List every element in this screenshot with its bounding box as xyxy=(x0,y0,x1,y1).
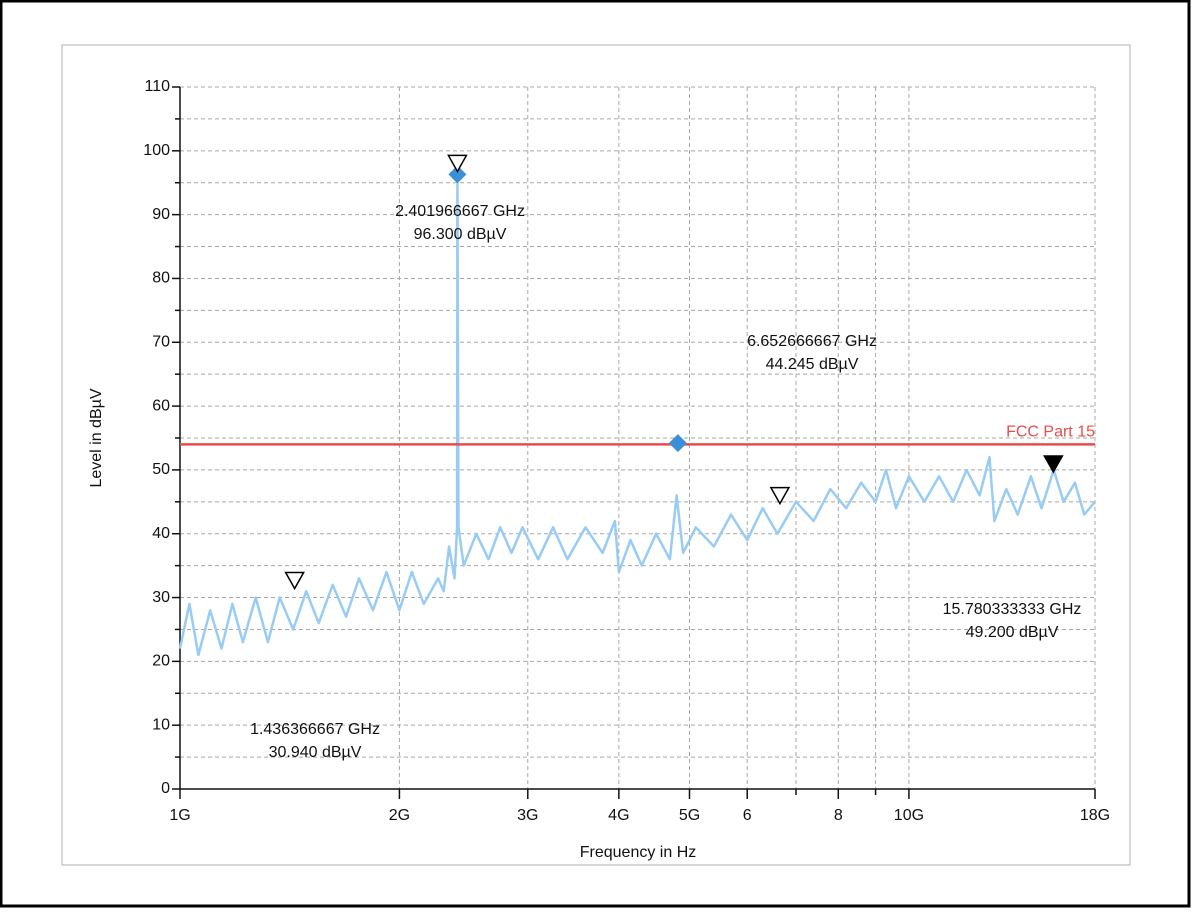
marker-frequency: 1.436366667 GHz xyxy=(250,721,380,738)
y-tick-label: 80 xyxy=(152,270,170,287)
y-tick-label: 60 xyxy=(152,397,170,414)
x-tick-label: 4G xyxy=(608,807,629,824)
x-axis-label: Frequency in Hz xyxy=(580,844,697,861)
peak-diamond xyxy=(668,434,687,453)
marker-level: 49.200 dBµV xyxy=(966,624,1059,641)
marker-triangle xyxy=(284,571,305,591)
y-tick-label: 40 xyxy=(152,525,170,542)
chart-panel xyxy=(61,44,1131,866)
peak-diamond xyxy=(448,165,467,184)
marker-triangle xyxy=(1043,455,1064,474)
x-tick-label: 18G xyxy=(1080,807,1110,824)
y-tick-label: 30 xyxy=(152,589,170,606)
spectrum-trace xyxy=(178,173,1096,657)
marker-frequency: 15.780333333 GHz xyxy=(943,601,1082,618)
marker-frequency: 2.401966667 GHz xyxy=(395,203,525,220)
marker-triangle xyxy=(447,154,468,173)
marker-triangle xyxy=(769,486,791,506)
y-tick-label: 0 xyxy=(161,780,170,797)
y-axis-label: Level in dBµV xyxy=(88,388,105,487)
x-tick-label: 1G xyxy=(169,807,190,824)
y-tick-label: 90 xyxy=(152,206,170,223)
marker-level: 96.300 dBµV xyxy=(414,226,507,243)
marker-frequency: 6.652666667 GHz xyxy=(747,333,877,350)
limit-label: FCC Part 15 xyxy=(1006,424,1095,441)
y-tick-label: 70 xyxy=(152,333,170,350)
marker-level: 44.245 dBµV xyxy=(766,356,859,373)
x-tick-label: 5G xyxy=(679,807,700,824)
y-tick-label: 10 xyxy=(152,716,170,733)
x-tick-label: 8 xyxy=(834,807,843,824)
y-tick-label: 20 xyxy=(152,653,170,670)
x-tick-label: 6 xyxy=(743,807,752,824)
y-tick-label: 110 xyxy=(144,78,170,95)
y-tick-label: 100 xyxy=(143,142,170,159)
marker-level: 30.940 dBµV xyxy=(269,744,362,761)
x-tick-label: 2G xyxy=(389,807,410,824)
x-tick-label: 10G xyxy=(894,807,924,824)
x-tick-label: 3G xyxy=(517,807,538,824)
y-tick-label: 50 xyxy=(152,461,170,478)
